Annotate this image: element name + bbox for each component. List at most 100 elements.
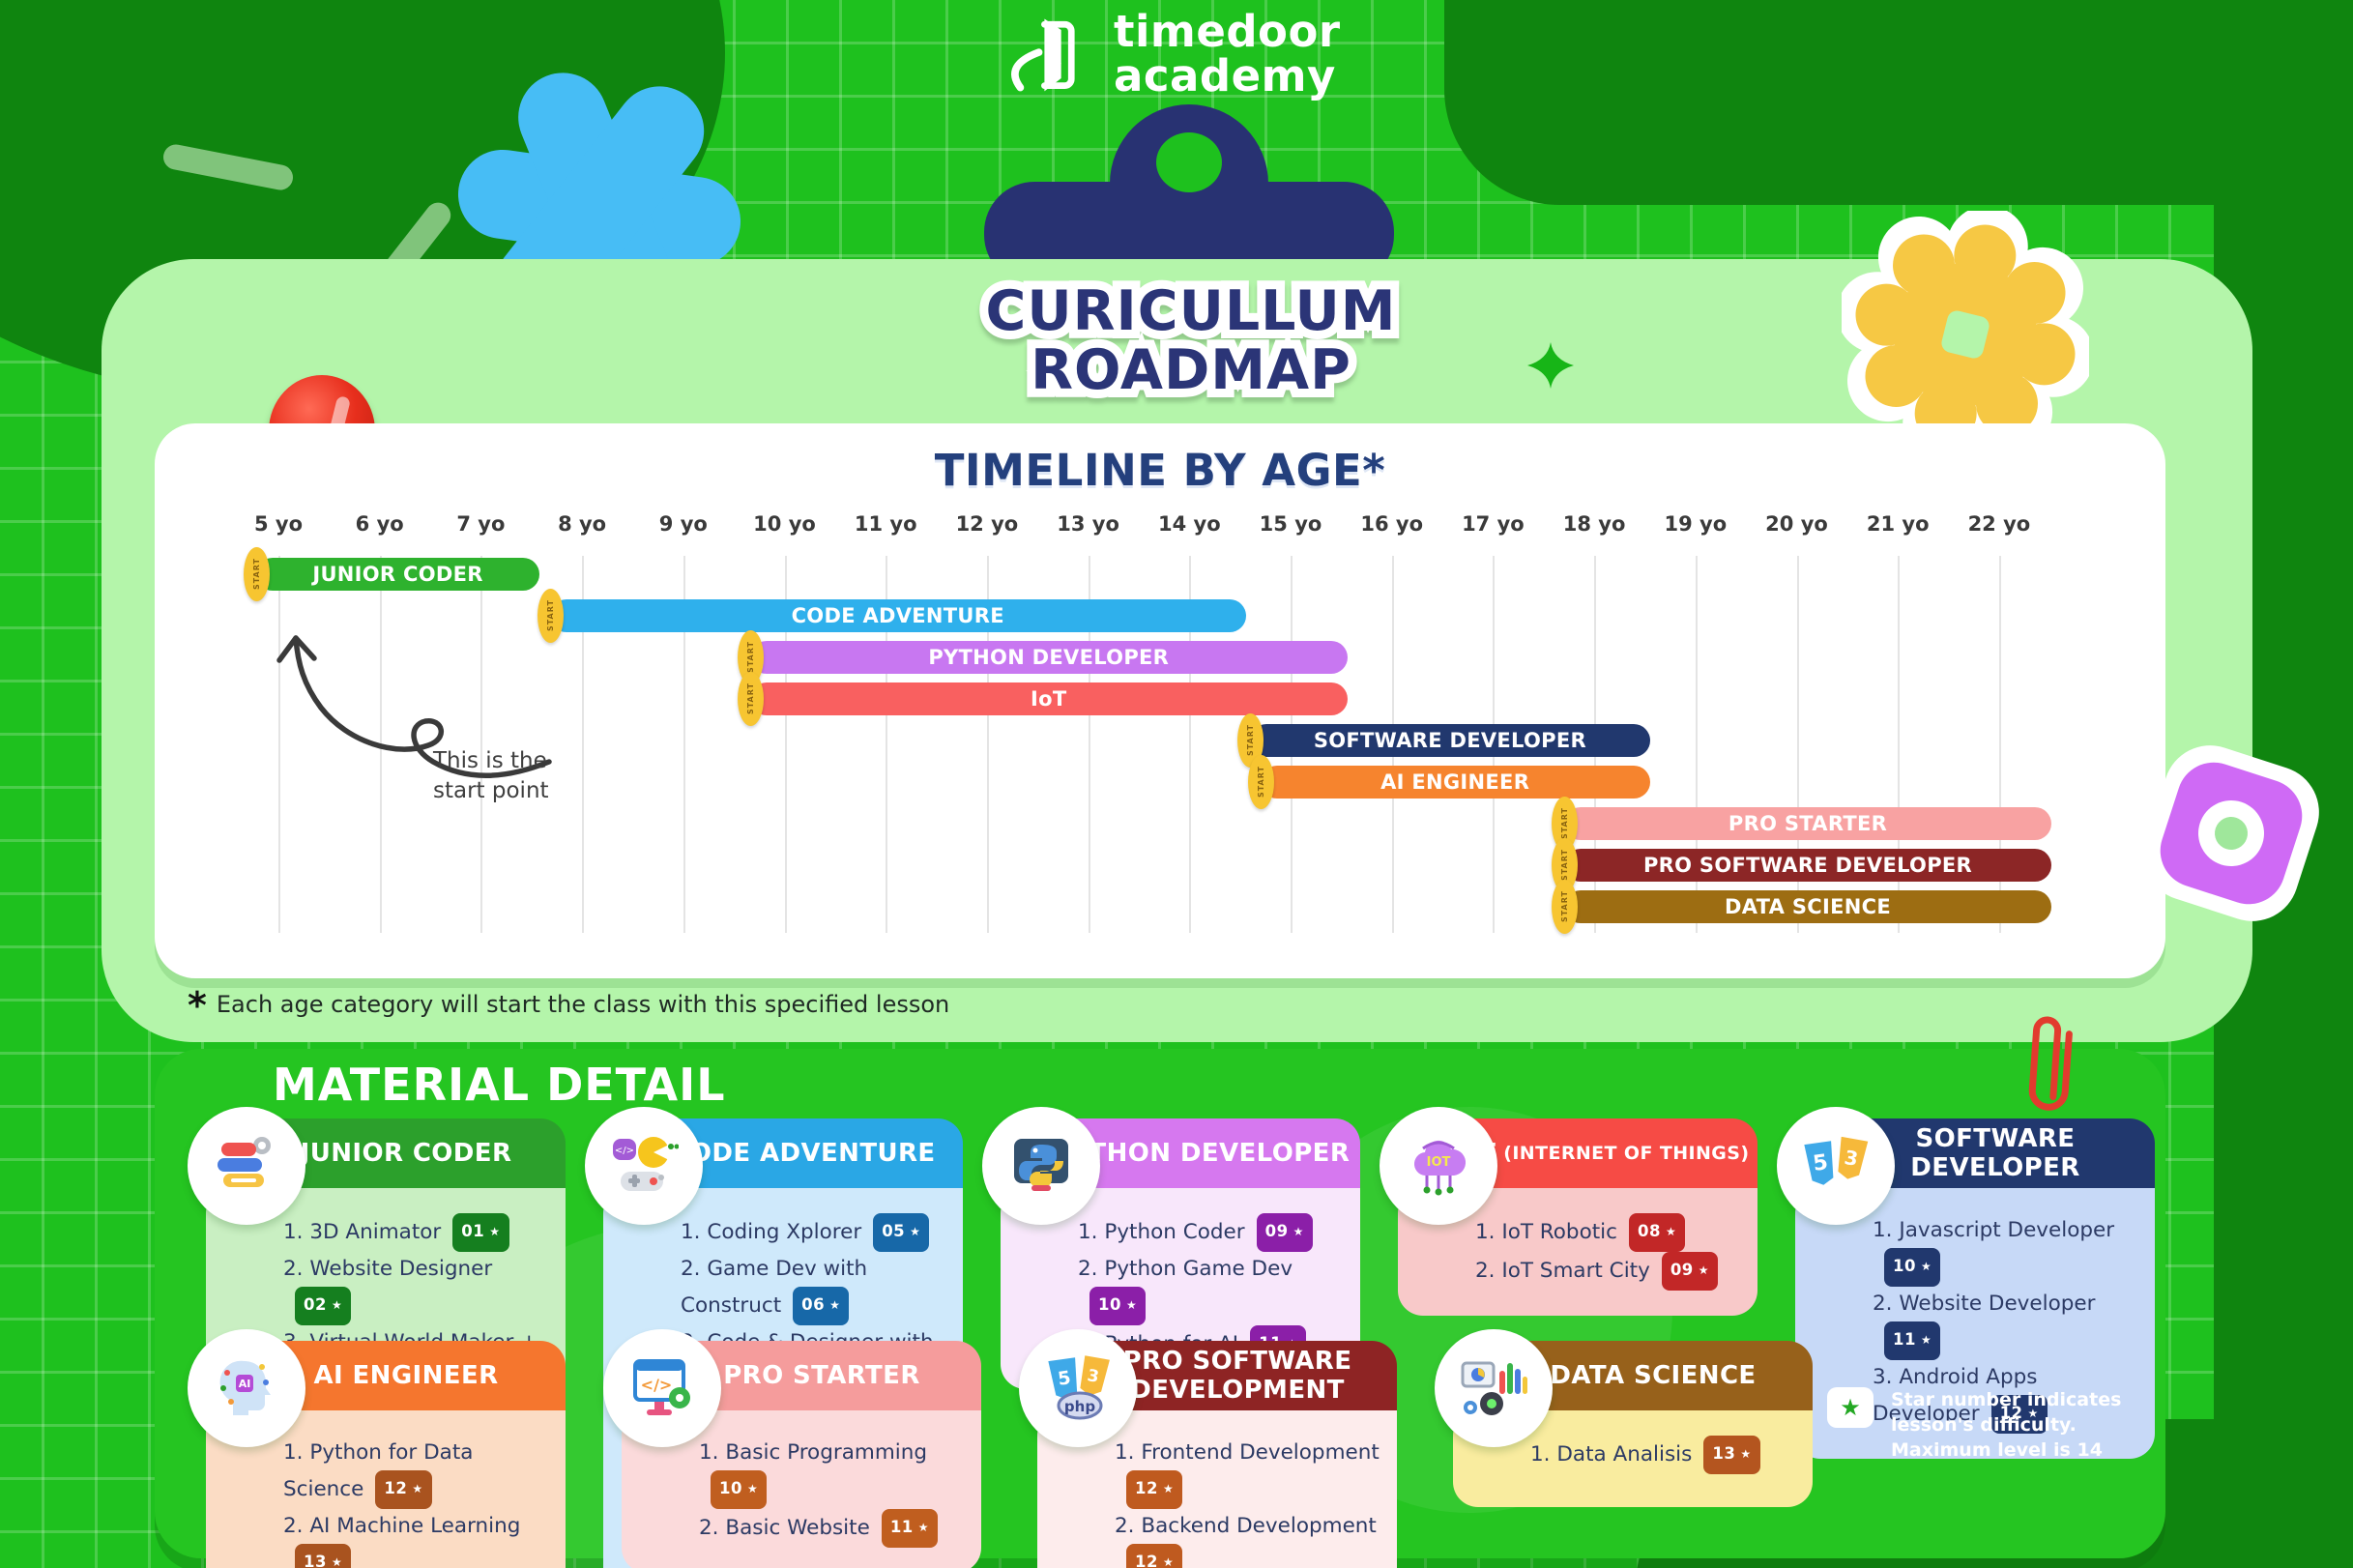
svg-text:5: 5 <box>1057 1367 1072 1390</box>
sparkle-icon <box>1527 342 1574 389</box>
difficulty-badge: 01 ★ <box>452 1213 509 1252</box>
gantt-bar: START DATA SCIENCE <box>1551 880 2052 934</box>
difficulty-badge: 12 ★ <box>1990 1395 2048 1434</box>
timeline-card: TIMELINE BY AGE* 5 yo 6 yo 7 yo 8 yo 9 yo 10 … <box>155 423 2165 978</box>
python-icon <box>982 1107 1100 1225</box>
age-tick: 11 yo <box>854 512 917 536</box>
iot-cloud-icon: IOT <box>1380 1107 1497 1225</box>
yellow-gear-decoration <box>1842 211 2089 458</box>
game-icon: </> <box>585 1107 703 1225</box>
timedoor-logo-icon <box>1011 18 1075 92</box>
gridline <box>784 556 787 933</box>
material-card-title: SOFTWARE DEVELOPER <box>1836 1118 2155 1188</box>
gantt-bar: START SOFTWARE DEVELOPER <box>1237 713 1650 768</box>
purple-sticker-decoration <box>2143 745 2319 921</box>
paperclip-decoration <box>2028 1016 2073 1111</box>
age-tick: 22 yo <box>1967 512 2031 536</box>
dark-corner-decoration <box>1444 0 2353 205</box>
data-chart-icon <box>1435 1329 1553 1447</box>
brand-logo: timedoor academy <box>1007 8 1341 101</box>
difficulty-badge: 05 ★ <box>873 1213 930 1252</box>
svg-text:5: 5 <box>1812 1150 1830 1176</box>
gantt-bar: START JUNIOR CODER <box>243 547 540 601</box>
lesson-item: 2. Basic Website 11 ★ <box>699 1509 964 1548</box>
difficulty-badge: 12 ★ <box>375 1470 432 1509</box>
lesson-item: 2. Backend Development 12 ★ <box>1115 1509 1380 1568</box>
gantt-bar-label: IoT <box>1031 687 1067 711</box>
gantt-bar: START IoT <box>737 672 1348 726</box>
blocks-icon <box>188 1107 305 1225</box>
age-tick: 8 yo <box>558 512 607 536</box>
svg-text:</>: </> <box>641 1376 673 1394</box>
age-tick: 21 yo <box>1866 512 1930 536</box>
brand-name-line2: academy <box>1114 50 1336 102</box>
star-icon: ★ <box>1827 1387 1874 1428</box>
gantt-bar-label: PRO SOFTWARE DEVELOPER <box>1642 854 1973 877</box>
clipboard-clip-decoration <box>984 104 1394 285</box>
material-card: IOTIOT(INTERNET OF THINGS)1. IoT Robotic… <box>1380 1107 1757 1568</box>
gantt-bar-label: JUNIOR CODER <box>312 563 483 586</box>
material-card-body: 1. IoT Robotic 08 ★ 2. IoT Smart City 09 ★ <box>1398 1188 1757 1316</box>
lesson-item: 1. 3D Animator 01 ★ <box>283 1213 548 1252</box>
difficulty-badge: 12 ★ <box>1126 1544 1183 1568</box>
gridline <box>1695 556 1698 933</box>
lesson-item: 1. Coding Xplorer 05 ★ <box>681 1213 945 1252</box>
gridline <box>1796 556 1799 933</box>
difficulty-badge: 10 ★ <box>1884 1248 1941 1287</box>
age-tick: 20 yo <box>1765 512 1828 536</box>
material-card: AI AI ENGINEER 1. Python for Data Science 1… <box>188 1329 566 1568</box>
gridline <box>278 556 280 933</box>
age-tick: 7 yo <box>456 512 506 536</box>
age-tick: 13 yo <box>1057 512 1119 536</box>
lesson-item: 1. IoT Robotic 08 ★ <box>1475 1213 1740 1252</box>
material-card: DATA SCIENCE 1. Data Analisis 13 ★ <box>1435 1329 1813 1568</box>
gantt-bar: START PRO STARTER <box>1551 797 2052 851</box>
brand-name-line1: timedoor <box>1114 6 1341 57</box>
gridline <box>480 556 483 933</box>
start-pill: START <box>537 589 564 643</box>
age-tick: 9 yo <box>658 512 708 536</box>
age-tick: 12 yo <box>955 512 1019 536</box>
svg-text:php: php <box>1064 1398 1095 1415</box>
svg-text:3: 3 <box>1086 1366 1100 1387</box>
gantt-bar-label: PRO STARTER <box>1728 812 1888 835</box>
svg-text:AI: AI <box>239 1378 251 1390</box>
difficulty-badge: 06 ★ <box>793 1287 850 1325</box>
gantt-bar: START CODE ADVENTURE <box>537 589 1246 643</box>
difficulty-badge: 10 ★ <box>1089 1287 1147 1325</box>
lesson-item: 2. IoT Smart City 09 ★ <box>1475 1252 1740 1291</box>
age-tick: 17 yo <box>1462 512 1525 536</box>
gridline <box>1998 556 2001 933</box>
gantt-bar: START PYTHON DEVELOPER <box>737 630 1348 684</box>
start-pill: START <box>737 672 764 726</box>
difficulty-badge: 08★ <box>1628 1213 1686 1252</box>
page-title-line2: ROADMAP <box>804 341 1578 401</box>
gantt-bar-label: DATA SCIENCE <box>1725 895 1891 918</box>
difficulty-badge: 10 ★ <box>711 1470 768 1509</box>
asterisk: * <box>188 984 207 1027</box>
gantt-bar: START AI ENGINEER <box>1247 755 1650 809</box>
page-title: CURICULLUM ROADMAP <box>804 282 1578 401</box>
difficulty-badge: 13 ★ <box>295 1544 352 1568</box>
start-pill: START <box>1247 755 1274 809</box>
timeline-footnote: * Each age category will start the class … <box>188 984 950 1027</box>
gridline <box>1898 556 1901 933</box>
gantt-bar-label: PYTHON DEVELOPER <box>928 646 1170 669</box>
lesson-item: 1. Data Analisis 13 ★ <box>1530 1436 1795 1474</box>
age-tick: 6 yo <box>355 512 404 536</box>
difficulty-badge: 11★ <box>881 1509 939 1548</box>
gridline <box>1189 556 1192 933</box>
difficulty-badge: 09★ <box>1661 1252 1719 1291</box>
lesson-item: 2. Python Game Dev 10 ★ <box>1078 1252 1343 1325</box>
lesson-item: 3. Android Apps Developer 12 ★ <box>1873 1360 2137 1434</box>
start-point-annotation: This is the start point <box>433 748 549 803</box>
age-tick: 14 yo <box>1157 512 1221 536</box>
age-tick: 15 yo <box>1259 512 1322 536</box>
svg-text:IOT: IOT <box>1427 1155 1451 1170</box>
code-monitor-icon: </> <box>603 1329 721 1447</box>
svg-text:</>: </> <box>615 1146 634 1156</box>
gridline <box>986 556 989 933</box>
lesson-item: 2. Website Developer 11 ★ <box>1873 1287 2137 1360</box>
start-pill: START <box>243 547 270 601</box>
